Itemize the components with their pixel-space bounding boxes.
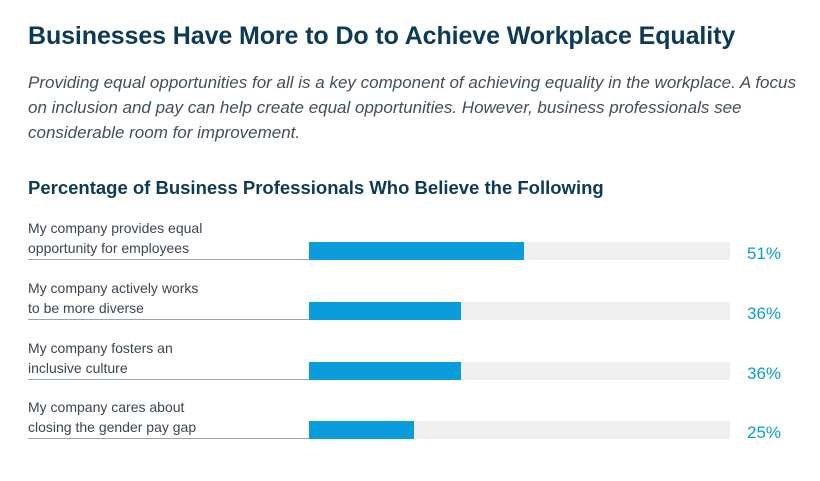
bar-row: My company cares about closing the gende… [0,397,820,457]
row-divider [28,379,309,380]
bar [309,421,415,439]
bar-row: My company actively works to be more div… [0,278,820,338]
bar-row: My company provides equal opportunity fo… [0,218,820,278]
bar-value-label: 36% [747,304,782,323]
bar-track [309,421,730,439]
bar-track [309,362,730,380]
page-title: Businesses Have More to Do to Achieve Wo… [28,22,736,50]
bar [309,302,461,320]
bar-label: My company provides equal opportunity fo… [28,220,203,256]
bar-value-label: 51% [747,244,782,263]
bar-label: My company cares about closing the gende… [28,399,197,435]
bar-value-label: 25% [747,423,782,442]
row-divider [28,438,309,439]
chart-title: Percentage of Business Professionals Who… [28,177,604,198]
bar-label: My company fosters an inclusive culture [28,340,173,376]
bar-track [309,302,730,320]
intro-text: Providing equal opportunities for all is… [28,73,796,142]
bar [309,362,461,380]
bar-track [309,242,730,260]
bar-label: My company actively works to be more div… [28,280,199,316]
bar-value-label: 36% [747,364,782,383]
bar [309,242,524,260]
row-divider [28,319,309,320]
bar-row: My company fosters an inclusive culture 3… [0,338,820,398]
row-divider [28,259,309,260]
